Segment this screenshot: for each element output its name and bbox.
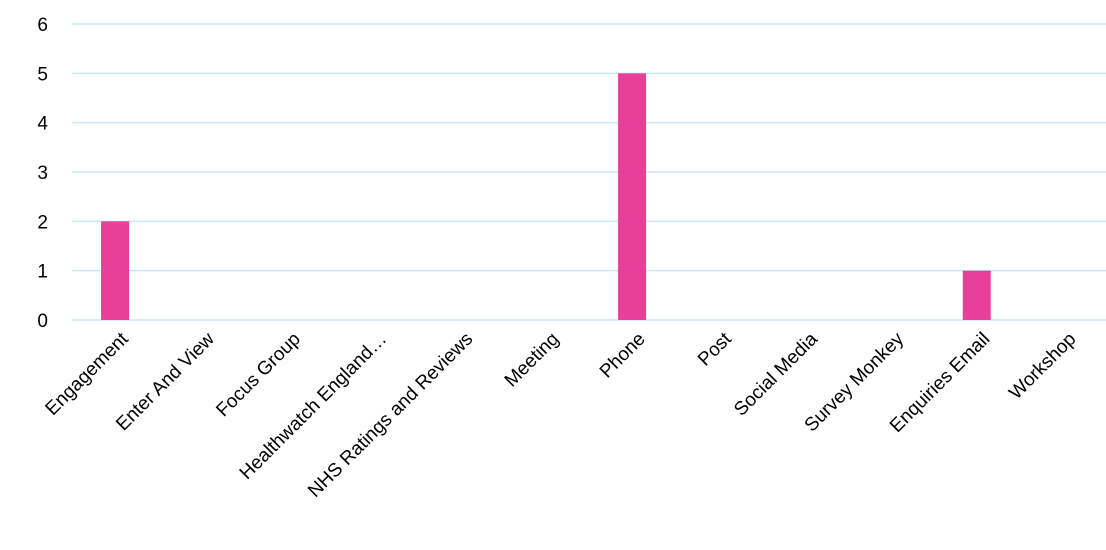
x-tick-label: Healthwatch England… bbox=[236, 329, 391, 484]
bar bbox=[618, 73, 647, 320]
gridlines bbox=[72, 23, 1106, 321]
x-tick-label: Focus Group bbox=[212, 329, 305, 422]
x-tick-label: Social Media bbox=[730, 328, 822, 420]
y-tick-label: 1 bbox=[37, 262, 48, 283]
x-tick-label: Post bbox=[694, 328, 736, 370]
y-tick-label: 2 bbox=[37, 212, 48, 233]
bar bbox=[101, 221, 130, 320]
bar bbox=[962, 270, 991, 320]
y-tick-label: 3 bbox=[37, 163, 48, 184]
x-tick-label: Phone bbox=[596, 329, 650, 383]
y-axis-ticks: 0 1 2 3 4 5 6 bbox=[37, 15, 48, 332]
y-tick-label: 0 bbox=[37, 311, 48, 332]
y-tick-label: 5 bbox=[37, 64, 48, 85]
x-tick-label: Meeting bbox=[501, 329, 564, 392]
bars bbox=[101, 73, 991, 320]
x-tick-label: Engagement bbox=[42, 328, 134, 420]
x-tick-label: Workshop bbox=[1005, 329, 1080, 404]
y-tick-label: 6 bbox=[37, 15, 48, 36]
x-tick-label: NHS Ratings and Reviews bbox=[304, 329, 477, 502]
y-tick-label: 4 bbox=[37, 114, 48, 135]
